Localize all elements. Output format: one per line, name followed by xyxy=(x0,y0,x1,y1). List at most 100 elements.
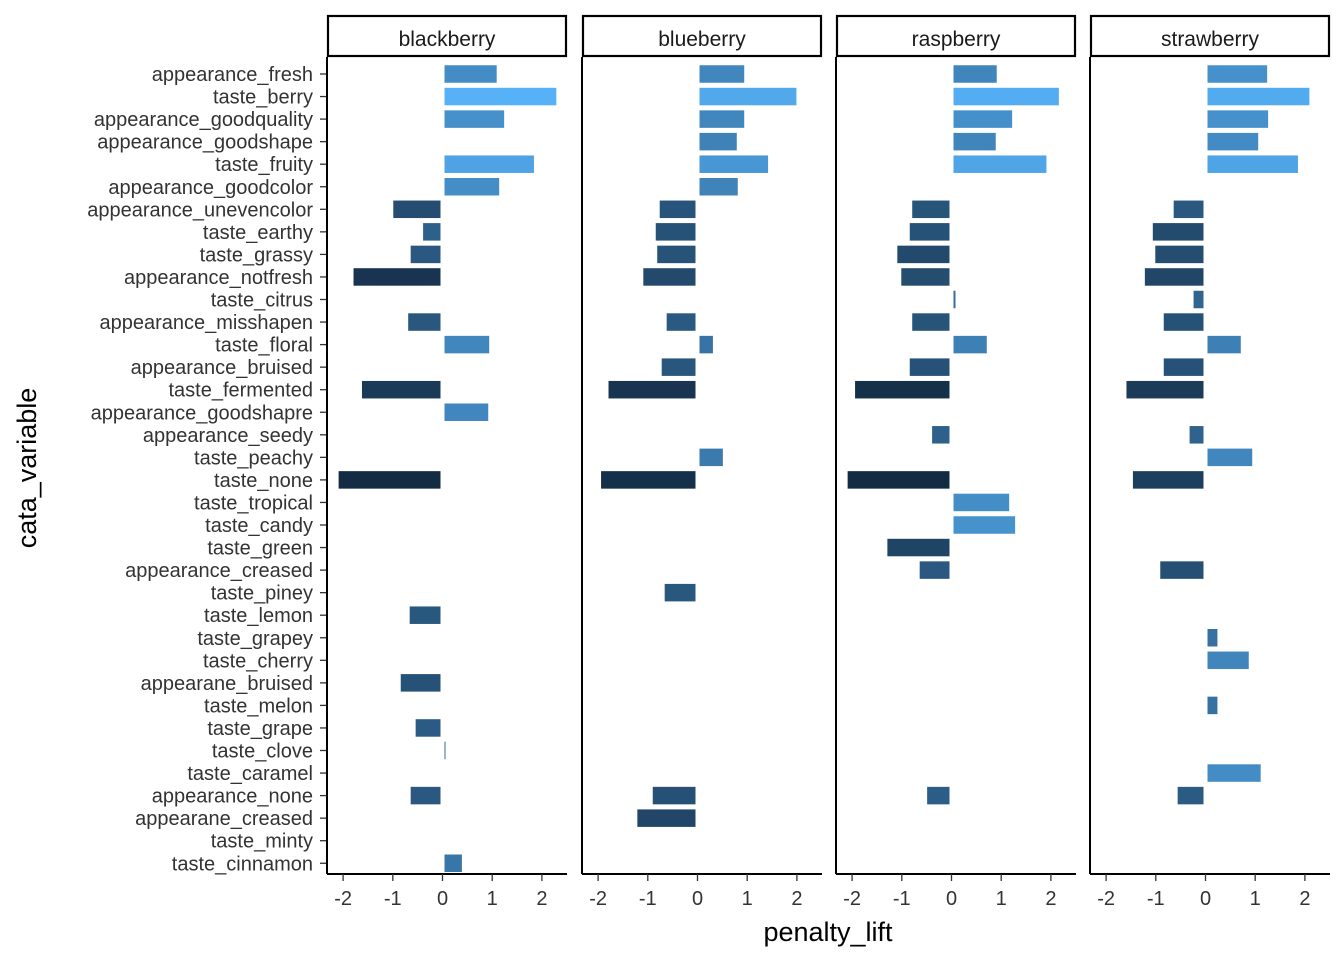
bar-blueberry-taste_none xyxy=(601,471,696,489)
x-axis-title: penalty_lift xyxy=(763,917,893,947)
y-tick-label: appearance_goodcolor xyxy=(108,177,313,199)
x-tick-label: -2 xyxy=(843,888,861,910)
bar-raspberry-taste_fermented xyxy=(855,380,950,399)
bar-raspberry-taste_none xyxy=(847,471,950,489)
bar-raspberry-taste_berry xyxy=(953,87,1059,106)
bar-blueberry-taste_piney xyxy=(664,583,696,602)
bar-blackberry-taste_fermented xyxy=(361,380,441,399)
y-tick-label: appearance_misshapen xyxy=(100,312,314,334)
bar-blueberry-taste_fermented xyxy=(608,380,696,399)
bar-raspberry-appearance_bruised xyxy=(909,358,950,376)
bar-blackberry-appearance_goodshapre xyxy=(444,403,489,421)
facet-strip-label: blueberry xyxy=(658,28,746,51)
bar-strawberry-appearance_goodshape xyxy=(1207,132,1259,151)
y-tick-label: taste_cinnamon xyxy=(172,853,313,875)
x-tick-label: 0 xyxy=(692,888,703,910)
bar-raspberry-appearance_misshapen xyxy=(912,313,950,331)
facet-panel-blackberry: blackberry -2 -1 0 1 2 xyxy=(326,14,568,910)
bar-strawberry-taste_berry xyxy=(1207,87,1310,106)
bar-blueberry-taste_floral xyxy=(699,335,713,354)
bar-strawberry-taste_floral xyxy=(1207,335,1241,354)
bar-blackberry-taste_berry xyxy=(444,87,557,106)
bar-raspberry-appearance_unevencolor xyxy=(912,200,950,219)
y-tick-label: taste_caramel xyxy=(187,763,313,785)
x-tick-label: 2 xyxy=(791,888,802,910)
bar-strawberry-taste_fruity xyxy=(1207,155,1298,173)
bar-raspberry-taste_citrus xyxy=(953,290,956,309)
bar-blueberry-taste_peachy xyxy=(699,448,723,467)
y-tick-label: appearance_fresh xyxy=(152,64,313,86)
y-tick-label: taste_none xyxy=(214,470,313,492)
bar-blackberry-appearance_fresh xyxy=(444,65,497,83)
y-tick-label: appearance_creased xyxy=(125,560,313,582)
x-tick-label: 1 xyxy=(1250,888,1261,910)
y-tick-label: taste_peachy xyxy=(194,447,313,469)
facet-panel-raspberry: raspberry -2 -1 0 1 2 xyxy=(835,14,1077,910)
bar-blackberry-appearane_bruised xyxy=(400,674,441,692)
y-tick-label: appearance_goodshapre xyxy=(91,402,313,424)
x-tick-label: 2 xyxy=(1299,888,1310,910)
bar-blackberry-appearance_goodquality xyxy=(444,110,505,128)
bar-blackberry-taste_grassy xyxy=(410,245,441,264)
y-axis-tick-labels: appearance_freshtaste_berryappearance_go… xyxy=(87,64,327,875)
x-tick-label: 2 xyxy=(536,888,547,910)
x-tick-label: -2 xyxy=(334,888,352,910)
y-tick-label: taste_lemon xyxy=(204,605,313,627)
bar-raspberry-taste_earthy xyxy=(909,223,950,241)
y-tick-label: taste_cherry xyxy=(203,650,313,672)
bar-strawberry-appearance_creased xyxy=(1160,561,1204,579)
bar-strawberry-taste_caramel xyxy=(1207,764,1261,782)
bar-blueberry-appearane_creased xyxy=(637,809,696,827)
x-tick-label: 2 xyxy=(1045,888,1056,910)
y-tick-label: taste_fermented xyxy=(168,380,313,402)
bar-blackberry-taste_clove xyxy=(444,741,446,760)
x-tick-label: 0 xyxy=(437,888,448,910)
y-tick-label: taste_citrus xyxy=(211,290,313,312)
y-tick-label: appearance_none xyxy=(152,786,313,808)
y-tick-label: taste_clove xyxy=(212,741,313,763)
y-tick-label: appearance_bruised xyxy=(131,357,313,379)
bar-strawberry-appearance_unevencolor xyxy=(1173,200,1204,219)
x-tick-label: -1 xyxy=(384,888,402,910)
y-tick-label: taste_tropical xyxy=(194,492,313,514)
bar-blueberry-appearance_goodquality xyxy=(699,110,745,128)
y-tick-label: taste_berry xyxy=(213,87,313,109)
bar-raspberry-taste_tropical xyxy=(953,493,1010,512)
facet-panel-blueberry: blueberry -2 -1 0 1 2 xyxy=(581,14,823,910)
y-tick-label: appearance_goodquality xyxy=(94,109,313,131)
y-tick-label: appearane_bruised xyxy=(141,673,313,695)
bar-blackberry-taste_floral xyxy=(444,335,490,354)
y-tick-label: taste_earthy xyxy=(203,222,313,244)
bar-strawberry-appearance_none xyxy=(1177,786,1204,805)
bar-strawberry-appearance_goodquality xyxy=(1207,110,1269,128)
bar-strawberry-taste_citrus xyxy=(1193,290,1204,309)
y-tick-label: appearance_unevencolor xyxy=(87,199,313,221)
bar-blueberry-appearance_unevencolor xyxy=(659,200,696,219)
x-tick-label: 0 xyxy=(1200,888,1211,910)
bar-raspberry-appearance_none xyxy=(927,786,950,805)
x-tick-label: -2 xyxy=(1097,888,1115,910)
bar-raspberry-appearance_notfresh xyxy=(901,268,950,286)
bar-blackberry-appearance_notfresh xyxy=(353,268,441,286)
bar-blackberry-appearance_unevencolor xyxy=(393,200,441,219)
x-tick-label: -1 xyxy=(639,888,657,910)
bar-blueberry-taste_berry xyxy=(699,87,797,106)
bar-blackberry-taste_none xyxy=(338,471,441,489)
bar-raspberry-taste_grassy xyxy=(897,245,950,264)
x-tick-label: 1 xyxy=(487,888,498,910)
bar-blackberry-appearance_none xyxy=(410,786,441,805)
y-tick-label: taste_minty xyxy=(211,831,313,853)
bar-raspberry-appearance_goodshape xyxy=(953,132,996,151)
x-tick-label: 1 xyxy=(996,888,1007,910)
bar-strawberry-taste_fermented xyxy=(1126,380,1204,399)
bar-strawberry-appearance_notfresh xyxy=(1144,268,1204,286)
bar-blueberry-taste_earthy xyxy=(655,223,696,241)
x-tick-label: -2 xyxy=(589,888,607,910)
y-tick-label: taste_grassy xyxy=(200,244,313,266)
facet-strip xyxy=(581,14,823,58)
y-tick-label: taste_green xyxy=(207,538,313,560)
bar-blueberry-taste_fruity xyxy=(699,155,769,173)
bar-strawberry-taste_melon xyxy=(1207,696,1218,715)
